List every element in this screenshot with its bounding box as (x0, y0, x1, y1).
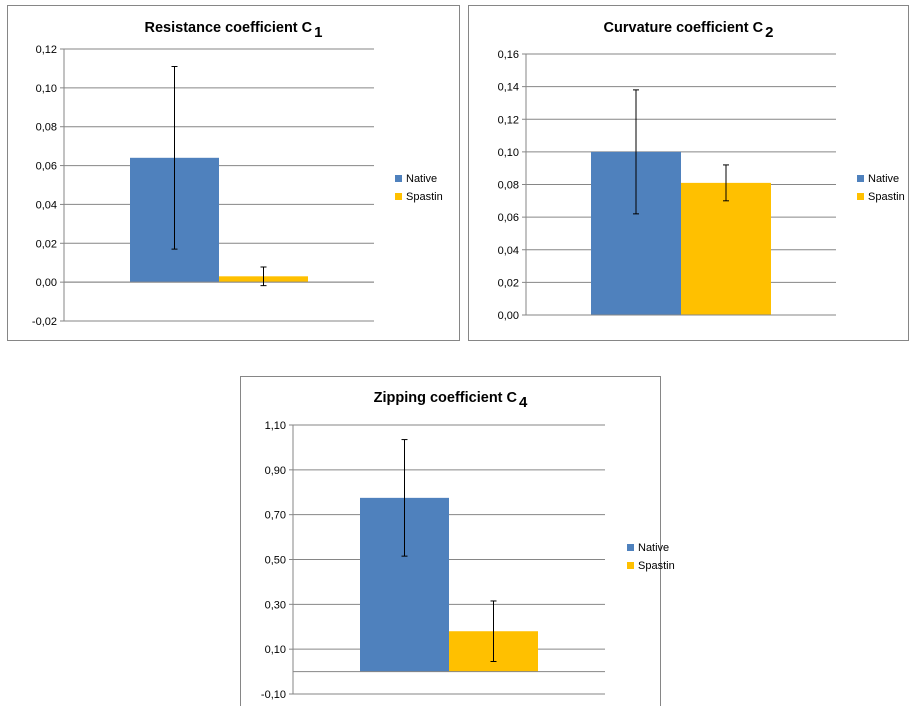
y-tick-label: 0,10 (36, 83, 57, 95)
chart-title-text: Resistance coefficient C (144, 20, 313, 36)
legend-label-native: Native (868, 173, 900, 185)
y-tick-label: 0,04 (498, 245, 519, 257)
chart-title-subscript: 1 (314, 24, 323, 41)
y-tick-label: 0,14 (498, 82, 519, 94)
legend: Native Spastin (627, 539, 675, 575)
legend-label-native: Native (638, 542, 670, 554)
chart-plot: -0,10 0,10 0,30 0,50 0,70 0,90 1,10 (261, 420, 605, 701)
legend-label-spastin: Spastin (868, 191, 905, 203)
chart-plot: -0,02 0,00 0,02 0,04 0,06 0,08 0,10 0,12 (32, 44, 374, 328)
legend: Native Spastin (857, 170, 905, 206)
y-tick-label: 0,06 (36, 161, 57, 173)
chart-title-subscript: 2 (765, 24, 774, 41)
legend-label-native: Native (406, 173, 438, 185)
y-tick-label: 0,30 (265, 599, 286, 611)
chart-title-subscript: 4 (519, 394, 528, 411)
legend-label-spastin: Spastin (406, 191, 443, 203)
y-tick-label: 1,10 (265, 420, 286, 432)
y-tick-label: 0,70 (265, 510, 286, 522)
legend-swatch-spastin (857, 192, 864, 200)
legend-item-spastin: Spastin (627, 557, 675, 575)
legend-swatch-spastin (627, 561, 634, 569)
y-tick-label: -0,10 (261, 689, 286, 701)
y-tick-label: 0,12 (36, 44, 57, 56)
legend-item-native: Native (857, 170, 905, 188)
y-tick-label: 0,08 (498, 180, 519, 192)
y-tick-label: 0,12 (498, 114, 519, 126)
y-tick-label: 0,02 (36, 238, 57, 250)
legend-label-spastin: Spastin (638, 560, 675, 572)
legend-swatch-native (627, 543, 634, 551)
legend-item-native: Native (627, 539, 675, 557)
legend-swatch-spastin (395, 192, 402, 200)
chart-title-text: Zipping coefficient C (373, 390, 518, 406)
y-tick-label: 0,06 (498, 212, 519, 224)
legend-item-spastin: Spastin (395, 188, 443, 206)
bar-spastin (681, 182, 771, 315)
y-tick-label: 0,00 (36, 277, 57, 289)
legend: Native Spastin (395, 170, 443, 206)
y-tick-label: 0,04 (36, 199, 57, 211)
chart-plot: 0,00 0,02 0,04 0,06 0,08 0,10 0,12 0,14 0,16 (498, 49, 836, 322)
y-tick-label: 0,10 (498, 147, 519, 159)
y-tick-label: 0,02 (498, 277, 519, 289)
y-tick-label: 0,10 (265, 644, 286, 656)
y-tick-label: 0,90 (265, 465, 286, 477)
y-tick-label: 0,50 (265, 555, 286, 567)
chart-title-text: Curvature coefficient C (603, 20, 764, 36)
y-tick-label: 0,00 (498, 310, 519, 322)
legend-item-spastin: Spastin (857, 188, 905, 206)
legend-swatch-native (857, 174, 864, 182)
y-tick-label: 0,08 (36, 122, 57, 134)
y-tick-label: 0,16 (498, 49, 519, 61)
y-tick-label: -0,02 (32, 316, 57, 328)
legend-item-native: Native (395, 170, 443, 188)
legend-swatch-native (395, 174, 402, 182)
